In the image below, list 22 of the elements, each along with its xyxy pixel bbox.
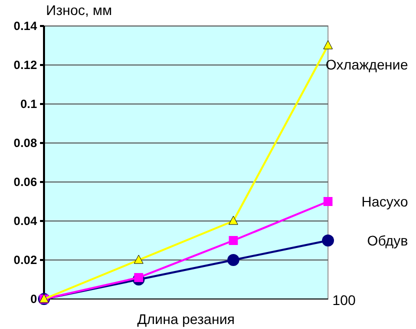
y-tick-label: 0.14	[14, 19, 38, 33]
y-tick-label: 0.04	[14, 214, 38, 228]
x-tick-label: 100	[332, 292, 356, 308]
point	[228, 236, 238, 245]
point	[227, 254, 240, 266]
point	[134, 273, 144, 282]
text: Обдув	[367, 232, 408, 248]
y-tick-label: 0.06	[14, 175, 38, 189]
point	[323, 40, 333, 50]
point	[134, 254, 144, 264]
x-axis-title: Длина резания	[137, 311, 235, 327]
y-tick-label: 0	[30, 292, 38, 306]
y-tick-label: 0.12	[14, 58, 38, 72]
point	[322, 234, 334, 246]
text: Насухо	[361, 194, 408, 210]
y-tick-label: 0.08	[14, 136, 38, 150]
y-tick-label: 0.1	[20, 97, 38, 111]
point	[228, 216, 238, 225]
y-axis-title: Износ, мм	[46, 2, 112, 18]
y-tick-label: 0.02	[14, 253, 38, 267]
point	[324, 197, 332, 206]
series-label: Охлаждение	[326, 56, 408, 72]
